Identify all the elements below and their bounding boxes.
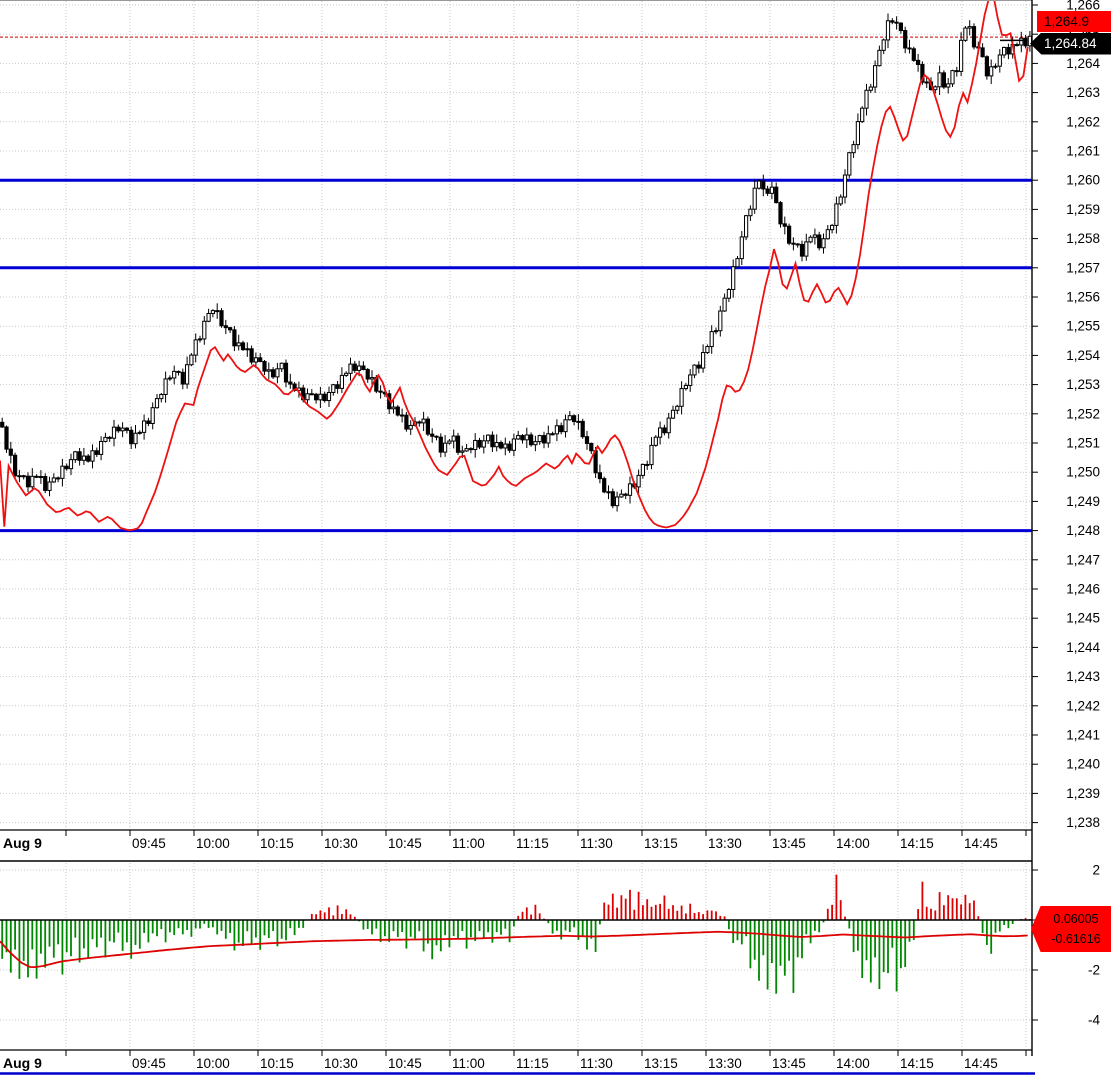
- price-tick-label: 1,245: [1066, 611, 1100, 626]
- indicator-tick-label: -4: [1088, 1013, 1100, 1028]
- time-tick-label: 10:15: [260, 836, 294, 851]
- time-tick-label: 13:15: [644, 836, 678, 851]
- price-tick-label: 1,244: [1066, 640, 1100, 655]
- time-tick-label: 14:45: [964, 1056, 998, 1071]
- time-tick-label: 11:15: [516, 1056, 549, 1071]
- time-tick-label: 09:45: [132, 836, 166, 851]
- indicator-signal-line: [0, 930, 1028, 969]
- time-tick-label: 13:45: [772, 1056, 806, 1071]
- price-tick-label: 1,258: [1066, 231, 1100, 246]
- price-tick-label: 1,241: [1066, 728, 1100, 743]
- indicator-value-badge: 0.06005 -0.61616: [1031, 906, 1111, 952]
- price-tick-label: 1,260: [1066, 173, 1100, 188]
- last-price-badge: 1,264.84: [1030, 32, 1111, 55]
- candlestick-series: [0, 13, 1032, 512]
- time-tick-label: 14:45: [964, 836, 998, 851]
- indicator-badge-line1: 0.06005: [1053, 912, 1099, 926]
- time-tick-label: 10:00: [196, 836, 230, 851]
- price-tick-label: 1,262: [1066, 114, 1100, 129]
- price-tick-label: 1,248: [1066, 523, 1100, 538]
- time-tick-label: 11:00: [452, 1056, 485, 1071]
- price-axis: 1,2661,2651,2641,2631,2621,2611,2601,259…: [1032, 0, 1100, 830]
- time-axis-indicator: Aug 9 09:45 10:00 10:15 10:30 10:45 11:00 11:15…: [3, 1050, 1027, 1071]
- indicator-axis: 2 -2 -4: [1032, 863, 1100, 1028]
- price-tick-label: 1,254: [1066, 348, 1100, 363]
- time-tick-label: 11:15: [516, 836, 549, 851]
- price-tick-label: 1,257: [1066, 260, 1100, 275]
- price-tick-label: 1,252: [1066, 406, 1100, 421]
- time-tick-label: 13:45: [772, 836, 806, 851]
- indicator-tick-label: 2: [1092, 863, 1100, 878]
- price-tick-label: 1,261: [1066, 144, 1100, 159]
- time-tick-label: 10:00: [196, 1056, 230, 1071]
- price-tick-label: 1,242: [1066, 698, 1100, 713]
- price-tick-label: 1,238: [1066, 815, 1100, 830]
- time-tick-label: 14:00: [836, 836, 870, 851]
- price-tick-label: 1,249: [1066, 494, 1100, 509]
- time-tick-label: 10:30: [324, 836, 358, 851]
- gridlines: [0, 1, 1032, 1049]
- price-tick-label: 1,264: [1066, 56, 1100, 71]
- price-tick-label: 1,266: [1066, 0, 1100, 13]
- overlay-price-line: [0, 0, 1029, 532]
- time-tick-label: 11:30: [580, 1056, 613, 1071]
- time-tick-label: 14:15: [900, 836, 934, 851]
- time-tick-label: 13:30: [708, 1056, 742, 1071]
- time-tick-label: 10:30: [324, 1056, 358, 1071]
- time-tick-label: 13:30: [708, 836, 742, 851]
- price-tick-label: 1,259: [1066, 202, 1100, 217]
- price-tick-label: 1,251: [1066, 436, 1100, 451]
- date-label: Aug 9: [3, 835, 42, 851]
- price-tick-label: 1,246: [1066, 582, 1100, 597]
- indicator-badge-line2: -0.61616: [1051, 932, 1101, 946]
- support-resistance-lines: [0, 178, 1032, 533]
- time-tick-label: 10:45: [388, 836, 422, 851]
- price-tick-label: 1,247: [1066, 552, 1100, 567]
- price-tick-label: 1,256: [1066, 290, 1100, 305]
- indicator-tick-label: -2: [1088, 963, 1100, 978]
- price-tick-label: 1,250: [1066, 465, 1100, 480]
- time-tick-label: 10:15: [260, 1056, 294, 1071]
- time-axis-main: Aug 9 09:45 10:00 10:15 10:30 10:45 11:00 11:15…: [3, 830, 1027, 851]
- last-price-badge-value: 1,264.84: [1044, 35, 1097, 51]
- price-tick-label: 1,253: [1066, 377, 1100, 392]
- price-tick-label: 1,243: [1066, 669, 1100, 684]
- indicator-histogram: [1, 874, 1031, 994]
- time-tick-label: 09:45: [132, 1056, 166, 1071]
- time-tick-label: 11:00: [452, 836, 485, 851]
- price-tick-label: 1,255: [1066, 319, 1100, 334]
- price-tick-label: 1,263: [1066, 85, 1100, 100]
- time-tick-label: 13:15: [644, 1056, 678, 1071]
- time-tick-label: 10:45: [388, 1056, 422, 1071]
- axes: [0, 0, 1035, 1075]
- time-tick-label: 11:30: [580, 836, 613, 851]
- ma-price-badge: 1,264.9: [1037, 11, 1111, 32]
- time-tick-label: 14:15: [900, 1056, 934, 1071]
- price-tick-label: 1,239: [1066, 786, 1100, 801]
- price-tick-label: 1,240: [1066, 757, 1100, 772]
- date-label: Aug 9: [3, 1055, 42, 1071]
- time-tick-label: 14:00: [836, 1056, 870, 1071]
